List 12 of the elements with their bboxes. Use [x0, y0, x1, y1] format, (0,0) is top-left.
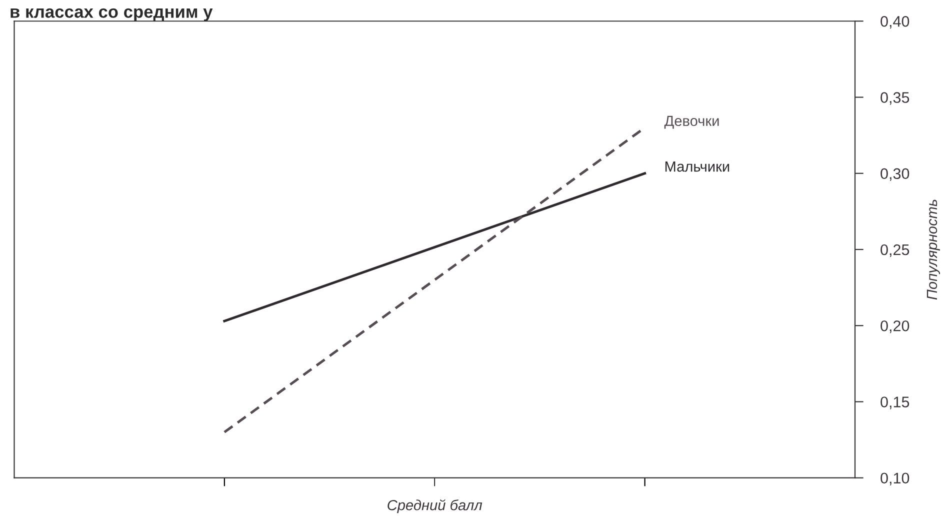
x-axis-title: Средний балл	[388, 499, 482, 514]
y-tick-label: 0,15	[880, 396, 910, 410]
y-tick-label: 0,20	[880, 320, 910, 334]
y-tick-label: 0,35	[880, 92, 910, 105]
chart-title: в классах со средним у	[10, 8, 213, 22]
y-axis-title: Популярность	[926, 200, 940, 300]
y-tick-label: 0,10	[880, 472, 910, 486]
y-tick-label: 0,30	[880, 168, 910, 181]
y-tick-label: 0,25	[880, 244, 910, 257]
series-label: Девочки	[664, 116, 719, 129]
series-label: Мальчики	[665, 162, 730, 172]
y-tick-label: 0,40	[880, 16, 910, 29]
